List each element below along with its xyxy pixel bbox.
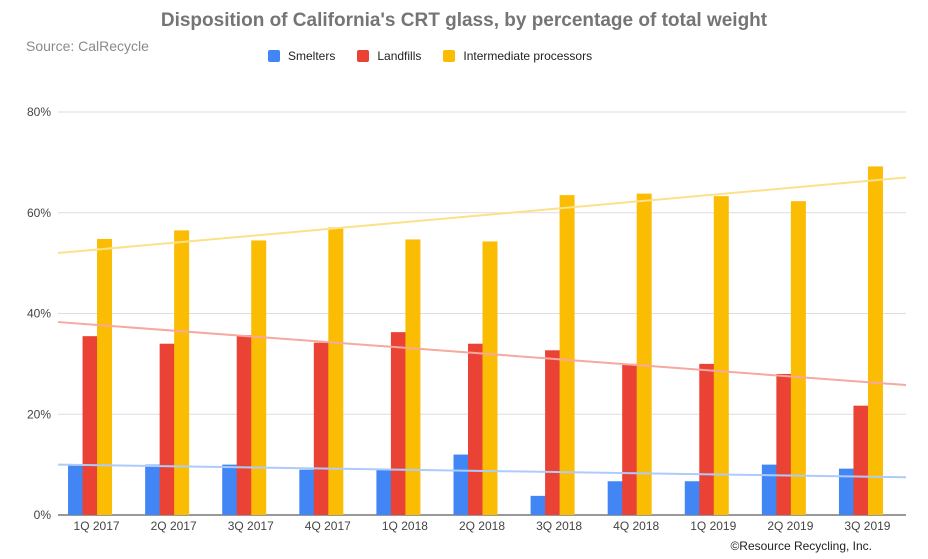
x-tick-label: 3Q 2018 bbox=[536, 519, 582, 533]
bar-landfills bbox=[390, 332, 406, 515]
bar-smelters bbox=[68, 464, 84, 515]
bar-landfills bbox=[622, 363, 638, 515]
legend-swatch-landfills bbox=[357, 50, 370, 62]
x-tick-label: 2Q 2017 bbox=[151, 519, 197, 533]
bar-smelters bbox=[838, 468, 854, 515]
x-tick-label: 2Q 2019 bbox=[767, 519, 813, 533]
y-tick-label: 20% bbox=[27, 407, 51, 421]
bar-intermediate-processors bbox=[251, 240, 267, 516]
legend: Smelters Landfills Intermediate processo… bbox=[268, 49, 614, 63]
bar-smelters bbox=[530, 495, 546, 515]
bar-landfills bbox=[236, 335, 252, 515]
legend-label-landfills: Landfills bbox=[377, 49, 422, 63]
x-tick-label: 3Q 2019 bbox=[844, 519, 890, 533]
chart-subtitle: Source: CalRecycle bbox=[26, 38, 149, 54]
x-tick-label: 1Q 2018 bbox=[382, 519, 428, 533]
chart-title: Disposition of California's CRT glass, b… bbox=[160, 10, 768, 31]
bar-intermediate-processors bbox=[405, 239, 421, 516]
bar-intermediate-processors bbox=[174, 230, 190, 515]
bar-intermediate-processors bbox=[867, 166, 883, 515]
bar-intermediate-processors bbox=[97, 238, 113, 515]
legend-item-smelters[interactable]: Smelters bbox=[268, 49, 335, 63]
legend-label-smelters: Smelters bbox=[288, 49, 336, 63]
y-tick-label: 40% bbox=[27, 307, 51, 321]
x-tick-label: 4Q 2017 bbox=[305, 519, 351, 533]
y-tick-label: 0% bbox=[34, 508, 52, 522]
bar-smelters bbox=[222, 464, 238, 515]
bar-landfills bbox=[159, 343, 175, 515]
x-tick-label: 3Q 2017 bbox=[228, 519, 274, 533]
y-tick-label: 60% bbox=[27, 206, 51, 220]
credit-text: ©Resource Recycling, Inc. bbox=[730, 539, 872, 553]
legend-item-intermediate-processors[interactable]: Intermediate processors bbox=[443, 49, 592, 63]
bar-intermediate-processors bbox=[636, 193, 652, 516]
bar-smelters bbox=[684, 481, 700, 515]
legend-label-intermediate-processors: Intermediate processors bbox=[463, 49, 593, 63]
x-tick-label: 1Q 2019 bbox=[690, 519, 736, 533]
bar-landfills bbox=[82, 336, 98, 515]
trendline-landfills bbox=[57, 321, 907, 387]
trendline-intermediate-processors bbox=[57, 176, 907, 255]
bar-landfills bbox=[468, 343, 483, 515]
bar-intermediate-processors bbox=[559, 195, 575, 515]
x-tick-label: 1Q 2017 bbox=[74, 519, 120, 533]
legend-swatch-intermediate-processors bbox=[443, 50, 456, 62]
trendline-smelters bbox=[57, 463, 907, 479]
x-tick-label: 2Q 2018 bbox=[459, 519, 505, 533]
legend-item-landfills[interactable]: Landfills bbox=[357, 49, 421, 63]
bar-intermediate-processors bbox=[790, 201, 806, 515]
bar-landfills bbox=[545, 350, 561, 515]
legend-swatch-smelters bbox=[268, 50, 280, 62]
bar-smelters bbox=[376, 468, 392, 515]
y-tick-label: 80% bbox=[27, 105, 51, 119]
bar-smelters bbox=[453, 454, 469, 515]
x-tick-label: 4Q 2018 bbox=[613, 519, 659, 533]
bar-intermediate-processors bbox=[713, 196, 729, 515]
bar-smelters bbox=[761, 464, 777, 515]
bar-smelters bbox=[299, 469, 315, 515]
bar-landfills bbox=[313, 342, 329, 515]
bar-landfills bbox=[853, 405, 869, 515]
bar-intermediate-processors bbox=[482, 241, 498, 515]
bar-smelters bbox=[607, 481, 623, 515]
bar-smelters bbox=[145, 464, 161, 515]
bar-landfills bbox=[776, 373, 792, 515]
bar-intermediate-processors bbox=[328, 227, 344, 515]
bar-landfills bbox=[699, 363, 715, 515]
